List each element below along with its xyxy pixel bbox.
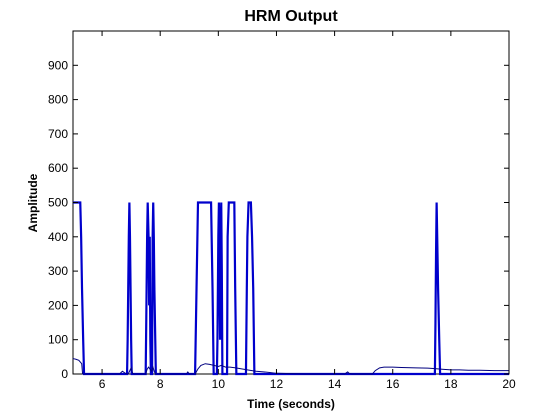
x-tick-label: 16	[386, 377, 400, 391]
chart-title: HRM Output	[244, 8, 338, 25]
y-tick-label: 0	[61, 367, 68, 381]
y-tick-label: 500	[48, 196, 68, 210]
plot-area	[72, 30, 510, 375]
series-layer	[72, 201, 509, 376]
y-tick-label: 600	[48, 161, 68, 175]
x-tick-label: 14	[328, 377, 342, 391]
y-axis-label: Amplitude	[26, 173, 40, 232]
x-tick-label: 20	[502, 377, 516, 391]
y-tick-label: 200	[48, 298, 68, 312]
x-tick-label: 10	[212, 377, 226, 391]
y-tick-label: 100	[48, 333, 68, 347]
series-line-2	[72, 358, 509, 375]
y-tick-label: 800	[48, 93, 68, 107]
x-axis-label: Time (seconds)	[247, 397, 335, 411]
tick-layer: 6 8 10 12 14 16 18 2001002003004005006007008009…	[48, 31, 516, 391]
y-tick-label: 900	[48, 58, 68, 72]
y-tick-label: 700	[48, 127, 68, 141]
x-tick-label: 8	[157, 377, 164, 391]
y-tick-label: 300	[48, 264, 68, 278]
x-tick-label: 18	[444, 377, 458, 391]
x-tick-label: 6	[99, 377, 106, 391]
series-line-1	[73, 201, 509, 376]
x-tick-label: 12	[270, 377, 284, 391]
y-tick-label: 400	[48, 230, 68, 244]
